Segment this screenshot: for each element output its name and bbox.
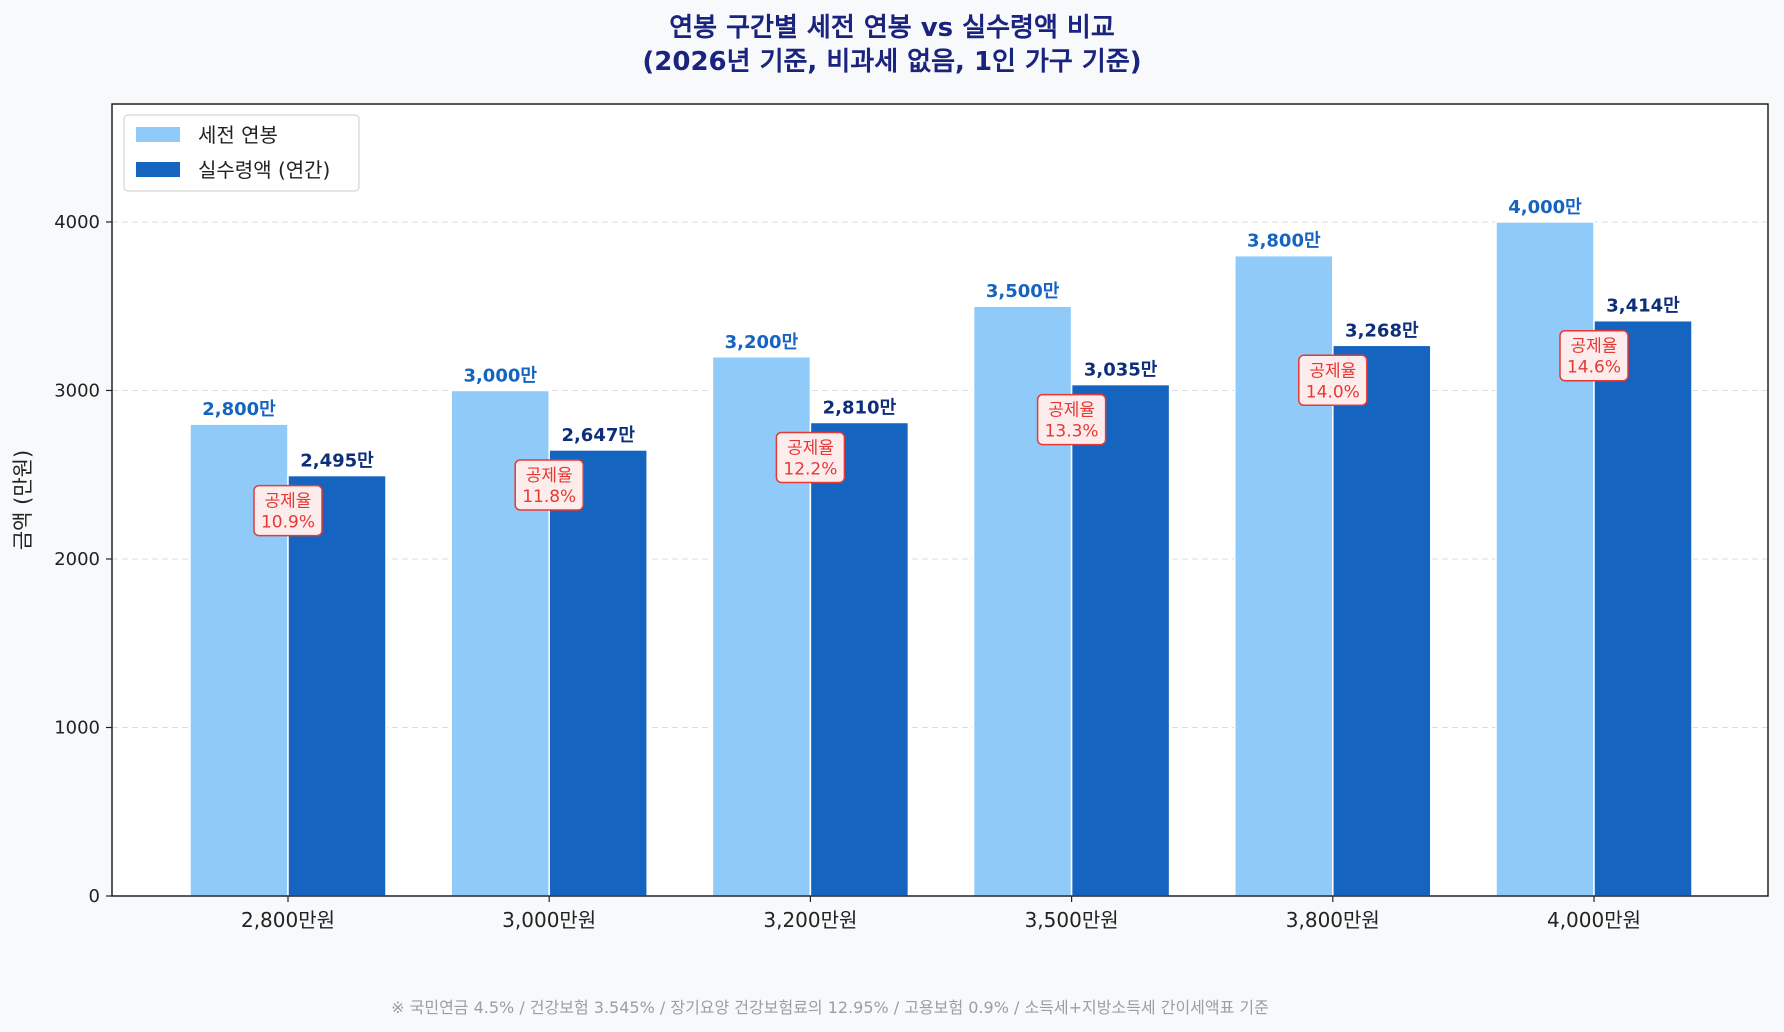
y-tick-label: 4000	[54, 212, 100, 233]
value-label-net: 3,268만	[1345, 320, 1419, 341]
chart-title-line-2: (2026년 기준, 비과세 없음, 1인 가구 기준)	[642, 47, 1141, 77]
x-tick-label: 3,500만원	[1025, 908, 1119, 932]
bar-net	[1593, 319, 1693, 897]
deduction-rate-box	[253, 484, 323, 537]
deduction-rate-caption: 공제율	[1571, 337, 1618, 357]
value-label-gross: 4,000만	[1508, 197, 1582, 218]
grid-lines	[112, 221, 1768, 728]
bar-gross	[1495, 221, 1595, 897]
bar-net	[548, 449, 648, 897]
bar-net	[1070, 383, 1171, 897]
legend-swatch-gross	[136, 127, 180, 142]
y-tick-label: 1000	[54, 717, 100, 738]
bar-net	[1332, 344, 1432, 897]
x-tick-label: 3,200만원	[763, 908, 857, 932]
deduction-rate-box	[1559, 329, 1629, 382]
deduction-rate-box	[514, 459, 584, 511]
value-labels-group: 2,800만 2,495만 3,000만 2,647만 3,200만 2,810만 3,50…	[202, 197, 1680, 472]
deduction-rate-caption: 공제율	[265, 492, 312, 512]
deduction-rate-caption: 공제율	[1309, 361, 1356, 381]
value-label-net: 3,414만	[1606, 296, 1680, 317]
value-label-net: 2,810만	[823, 397, 897, 418]
value-label-net: 2,495만	[300, 451, 374, 472]
legend: 세전 연봉 실수령액 (연간)	[123, 114, 360, 192]
deduction-rate-box	[775, 431, 846, 484]
bar-gross	[1234, 254, 1334, 897]
y-tick-label: 0	[89, 886, 100, 907]
deduction-rate-caption: 공제율	[526, 466, 573, 486]
value-label-gross: 3,000만	[463, 365, 537, 386]
chart-title-line-1: 연봉 구간별 세전 연봉 vs 실수령액 비교	[669, 13, 1115, 43]
deduction-rate-group: 공제율10.9%공제율11.8%공제율12.2%공제율13.3%공제율14.0%…	[253, 329, 1629, 537]
value-label-net: 3,035만	[1084, 360, 1158, 381]
deduction-rate-value: 14.0%	[1306, 382, 1360, 402]
bars-group	[189, 221, 1693, 897]
deduction-rate-value: 10.9%	[261, 513, 315, 533]
deduction-rate-caption: 공제율	[787, 438, 834, 458]
chart-title: 연봉 구간별 세전 연봉 vs 실수령액 비교 (2026년 기준, 비과세 없…	[642, 13, 1141, 77]
deduction-rate-box	[1036, 393, 1107, 446]
deduction-rate-box	[1298, 354, 1368, 407]
plot-frame	[111, 103, 1769, 897]
deduction-rate-caption: 공제율	[1048, 401, 1095, 421]
footnote: ※ 국민연금 4.5% / 건강보험 3.545% / 장기요양 건강보험료의 …	[391, 998, 1269, 1017]
deduction-rate-value: 12.2%	[783, 459, 837, 479]
value-label-gross: 3,500만	[986, 281, 1060, 302]
deduction-rate-value: 11.8%	[522, 487, 576, 507]
bar-net	[287, 474, 387, 897]
y-tick-label: 3000	[54, 380, 100, 401]
value-label-gross: 3,800만	[1247, 231, 1321, 252]
value-label-net: 2,647만	[561, 425, 635, 446]
x-tick-label: 3,800만원	[1286, 908, 1380, 932]
y-tick-label: 2000	[54, 549, 100, 570]
x-tick-label: 2,800만원	[241, 908, 335, 932]
legend-box	[123, 114, 360, 192]
x-tick-label: 4,000만원	[1547, 908, 1641, 932]
x-tick-label: 3,000만원	[502, 908, 596, 932]
bar-net	[809, 421, 910, 897]
y-axis-label: 금액 (만원)	[11, 450, 35, 550]
y-axis: 0 1000 2000 3000 4000	[54, 212, 112, 907]
legend-swatch-net	[136, 162, 180, 177]
legend-label-net: 실수령액 (연간)	[198, 158, 330, 182]
plot-area	[112, 104, 1768, 896]
legend-label-gross: 세전 연봉	[198, 123, 278, 147]
value-label-gross: 3,200만	[725, 332, 799, 353]
value-label-gross: 2,800만	[202, 399, 276, 420]
x-axis: 2,800만원 3,000만원 3,200만원 3,500만원 3,800만원 4,000…	[241, 896, 1641, 932]
deduction-rate-value: 14.6%	[1567, 358, 1621, 378]
deduction-rate-value: 13.3%	[1045, 422, 1099, 442]
